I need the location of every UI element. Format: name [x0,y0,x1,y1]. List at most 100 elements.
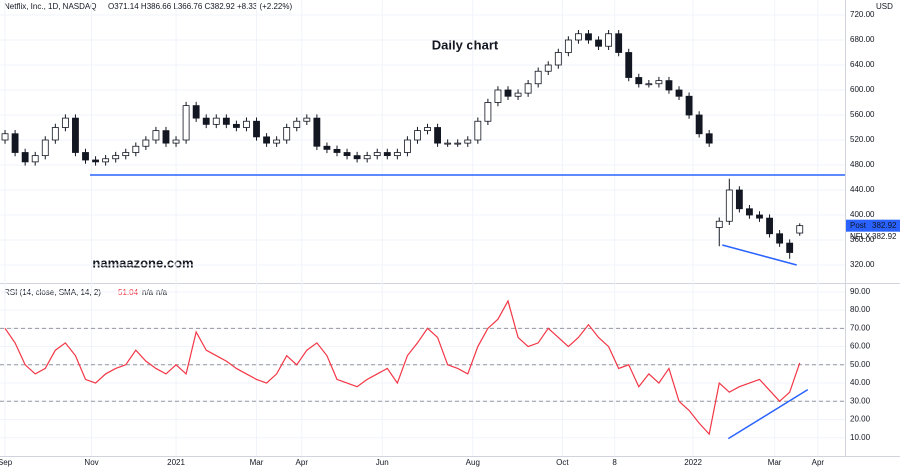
candle-body [283,127,291,141]
currency: USD [876,2,893,11]
candle-body [293,120,301,128]
candle-body [414,130,421,141]
candle-body [162,130,170,144]
y-tick-label: 360.00 [850,235,875,244]
candle-body [735,189,743,210]
candle-body [534,70,542,85]
x-tick-label: Nov [84,458,98,467]
candle-body [564,39,572,53]
candle-body [725,189,733,222]
candle-body [474,120,482,141]
candle-body [575,33,582,41]
candle-body [313,117,321,147]
candle-body [72,117,79,153]
candle-body [635,77,643,85]
candle-body [253,120,260,138]
x-tick-label: Mar [250,458,264,467]
candle-body [454,142,462,145]
candle-body [625,52,633,78]
candle-body [383,152,391,157]
candle-body [192,105,200,119]
x-tick-label: 2021 [167,458,185,467]
candle-body [403,139,411,153]
candle-body [112,155,120,160]
candle-body [514,92,522,97]
candle-body [1,133,9,141]
symbol-value: 382.92 [872,232,897,241]
candle-body [51,127,59,141]
candle-body [494,89,502,103]
price-tag-label: Post [850,221,867,230]
candle-body [21,152,29,163]
rsi-title: RSI (14, close, SMA, 14, 2) [4,288,101,297]
candle-body [82,152,89,161]
y-tick-label: 640.00 [850,60,875,69]
candle-body [92,159,99,163]
candle-body [756,214,763,219]
rsi-extra: n/a [142,288,154,297]
candle-body [444,142,452,145]
x-tick-label: Aug [466,458,480,467]
candle-body [746,208,753,216]
y-tick-label: 60.00 [850,342,871,351]
candle-body [263,136,270,144]
y-tick-label: 70.00 [850,323,871,332]
candle-body [222,117,230,125]
x-tick-label: 2022 [684,458,702,467]
y-tick-label: 90.00 [850,287,871,296]
candle-body [273,139,281,144]
candle-body [11,133,19,153]
candle-body [323,145,331,150]
y-tick-label: 400.00 [850,210,875,219]
y-tick-label: 720.00 [850,10,875,19]
trend-line [727,388,809,440]
candle-body [41,139,49,157]
candle-body [776,233,784,244]
candle-body [464,139,472,144]
candle-body [363,155,371,160]
candle-body [585,33,592,41]
candle-body [333,148,341,153]
symbol-label: NFLX [850,232,871,241]
candle-body [484,102,492,122]
candle-body [122,152,130,157]
y-tick-label: 480.00 [850,160,875,169]
y-tick-label: 320.00 [850,260,875,269]
candle-body [605,33,613,47]
candle-body [786,242,794,253]
candle-body [655,80,663,85]
candle-body [393,152,401,157]
candle-body [796,225,804,234]
ohlc-text: O371.14 H386.66 L366.76 C382.92 +8.33 (+… [108,2,292,11]
candle-body [615,33,623,53]
x-tick-label: Oct [556,458,569,467]
rsi-value: 51.04 [118,288,139,297]
candle-body [343,152,351,157]
watermark: namaazone.com [92,255,193,270]
y-tick-label: 80.00 [850,305,871,314]
candle-body [715,220,723,228]
y-tick-label: 560.00 [850,110,875,119]
y-tick-label: 520.00 [850,135,875,144]
y-tick-label: 680.00 [850,35,875,44]
candle-body [102,158,110,163]
candle-body [132,145,140,153]
candle-body [212,117,220,125]
candle-body [695,114,703,135]
x-tick-label: Jun [376,458,389,467]
x-tick-label: 8 [612,458,617,467]
candle-body [544,64,552,72]
candle-body [424,127,431,132]
candle-body [303,117,311,122]
candle-body [152,130,160,141]
chart-title: Netflix, Inc., 1D, NASDAQ [4,2,96,11]
x-tick-label: Apr [296,458,309,467]
y-tick-label: 600.00 [850,85,875,94]
candle-body [31,155,39,163]
x-tick-label: Mar [768,458,782,467]
candle-body [353,155,361,160]
price-tag-value: 382.92 [872,221,897,230]
candle-body [434,127,442,144]
